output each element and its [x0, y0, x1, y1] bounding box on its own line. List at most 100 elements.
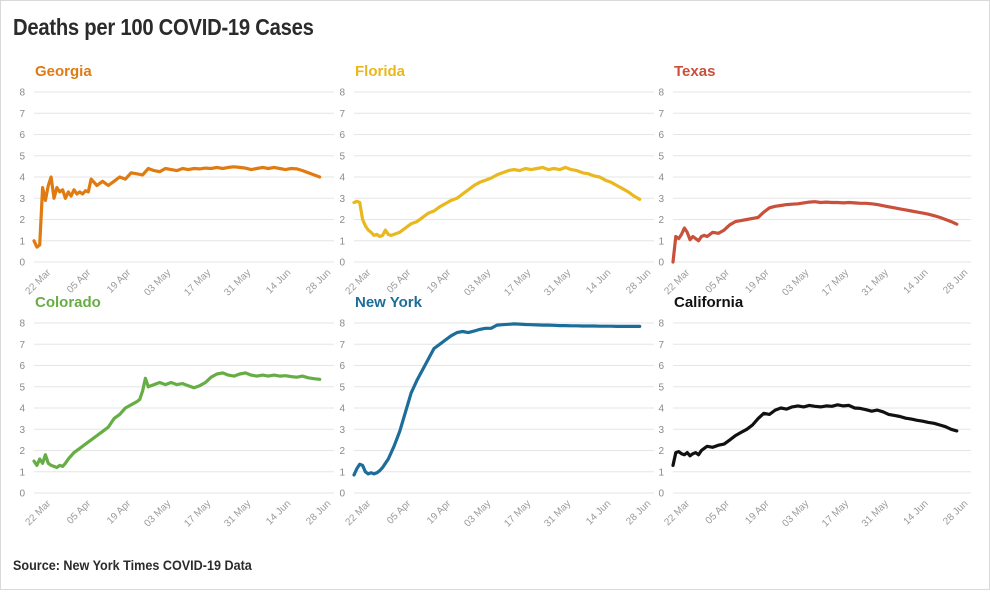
y-tick-label-georgia-7: 7 [19, 109, 25, 120]
x-tick-label-texas-19-apr: 19 Apr [743, 267, 772, 296]
y-tick-label-florida-2: 2 [339, 215, 345, 226]
x-tick-label-texas-22-mar: 22 Mar [662, 267, 692, 297]
y-tick-label-texas-4: 4 [658, 173, 664, 184]
y-tick-label-california-6: 6 [658, 361, 664, 372]
y-tick-label-new-york-2: 2 [339, 446, 345, 457]
y-tick-label-colorado-6: 6 [19, 361, 25, 372]
series-line-colorado [32, 371, 322, 470]
x-tick-label-georgia-28-jun: 28 Jun [304, 267, 333, 296]
x-tick-label-colorado-22-mar: 22 Mar [23, 498, 53, 528]
panel-colorado: Colorado 0 1 2 3 4 5 6 7 8 22 Mar 05 Apr 19 Apr 03 Ma… [19, 294, 334, 529]
x-tick-label-texas-31-may: 31 May [860, 267, 891, 298]
y-tick-label-california-3: 3 [658, 425, 664, 436]
x-tick-label-georgia-05-apr: 05 Apr [65, 267, 94, 296]
x-tick-label-texas-28-jun: 28 Jun [941, 267, 970, 296]
panel-title-new-york: New York [355, 294, 423, 311]
y-tick-label-florida-1: 1 [339, 236, 345, 247]
y-tick-label-new-york-3: 3 [339, 425, 345, 436]
x-tick-label-texas-17-may: 17 May [820, 267, 851, 298]
x-tick-label-new-york-17-may: 17 May [502, 498, 533, 529]
x-tick-label-new-york-31-may: 31 May [542, 498, 573, 529]
series-line-georgia [32, 165, 322, 249]
x-tick-label-new-york-14-jun: 14 Jun [584, 498, 613, 527]
panel-new-york: New York 0 1 2 3 4 5 6 7 8 22 Mar 05 Apr 19 Apr 03 Ma… [339, 294, 654, 529]
y-tick-label-georgia-2: 2 [19, 215, 25, 226]
y-tick-label-california-5: 5 [658, 382, 664, 393]
x-tick-label-colorado-05-apr: 05 Apr [65, 498, 94, 527]
y-tick-label-texas-5: 5 [658, 151, 664, 162]
x-tick-label-florida-03-may: 03 May [462, 267, 493, 298]
series-line-texas [671, 200, 959, 264]
y-tick-label-texas-8: 8 [658, 88, 664, 99]
y-tick-label-california-7: 7 [658, 340, 664, 351]
x-tick-label-florida-05-apr: 05 Apr [385, 267, 414, 296]
y-tick-label-california-8: 8 [658, 319, 664, 330]
x-tick-label-new-york-28-jun: 28 Jun [624, 498, 653, 527]
y-tick-label-georgia-3: 3 [19, 194, 25, 205]
y-tick-label-florida-5: 5 [339, 151, 345, 162]
y-tick-label-florida-8: 8 [339, 88, 345, 99]
x-tick-label-california-19-apr: 19 Apr [743, 498, 772, 527]
panel-title-georgia: Georgia [35, 63, 92, 80]
y-tick-label-new-york-1: 1 [339, 467, 345, 478]
y-tick-label-colorado-2: 2 [19, 446, 25, 457]
x-tick-label-colorado-17-may: 17 May [182, 498, 213, 529]
x-tick-label-colorado-19-apr: 19 Apr [105, 498, 134, 527]
y-tick-label-new-york-4: 4 [339, 404, 345, 415]
x-tick-label-california-03-may: 03 May [780, 498, 811, 529]
x-tick-label-california-31-may: 31 May [860, 498, 891, 529]
y-tick-label-california-1: 1 [658, 467, 664, 478]
chart-frame [0, 0, 990, 590]
y-tick-label-colorado-0: 0 [19, 489, 25, 500]
y-tick-label-georgia-8: 8 [19, 88, 25, 99]
panel-georgia: Georgia 0 1 2 3 4 5 6 7 8 22 Mar 05 Apr 19 Apr 03 May… [19, 63, 334, 298]
x-tick-label-texas-14-jun: 14 Jun [902, 267, 931, 296]
y-tick-label-new-york-6: 6 [339, 361, 345, 372]
x-tick-label-new-york-22-mar: 22 Mar [343, 498, 373, 528]
y-tick-label-texas-6: 6 [658, 130, 664, 141]
x-tick-label-colorado-14-jun: 14 Jun [264, 498, 293, 527]
x-tick-label-georgia-14-jun: 14 Jun [264, 267, 293, 296]
series-line-california [671, 403, 959, 467]
y-tick-label-colorado-5: 5 [19, 382, 25, 393]
y-tick-label-georgia-6: 6 [19, 130, 25, 141]
x-tick-label-georgia-03-may: 03 May [142, 267, 173, 298]
x-tick-label-georgia-19-apr: 19 Apr [105, 267, 134, 296]
panel-title-texas: Texas [674, 63, 715, 80]
panel-title-california: California [674, 294, 744, 311]
x-tick-label-colorado-28-jun: 28 Jun [304, 498, 333, 527]
y-tick-label-georgia-4: 4 [19, 173, 25, 184]
y-tick-label-new-york-0: 0 [339, 489, 345, 500]
x-tick-label-texas-03-may: 03 May [780, 267, 811, 298]
x-tick-label-georgia-31-may: 31 May [222, 267, 253, 298]
y-tick-label-colorado-1: 1 [19, 467, 25, 478]
x-tick-label-new-york-03-may: 03 May [462, 498, 493, 529]
y-tick-label-new-york-7: 7 [339, 340, 345, 351]
x-tick-label-new-york-05-apr: 05 Apr [385, 498, 414, 527]
y-tick-label-texas-0: 0 [658, 258, 664, 269]
y-tick-label-florida-4: 4 [339, 173, 345, 184]
x-tick-label-california-17-may: 17 May [820, 498, 851, 529]
y-tick-label-california-0: 0 [658, 489, 664, 500]
y-tick-label-california-2: 2 [658, 446, 664, 457]
y-tick-label-colorado-3: 3 [19, 425, 25, 436]
series-line-new-york [352, 322, 642, 477]
page-title: Deaths per 100 COVID-19 Cases [13, 14, 314, 40]
y-tick-label-new-york-5: 5 [339, 382, 345, 393]
y-tick-label-california-4: 4 [658, 404, 664, 415]
y-tick-label-georgia-1: 1 [19, 236, 25, 247]
x-tick-label-georgia-17-may: 17 May [182, 267, 213, 298]
panel-title-florida: Florida [355, 63, 406, 80]
x-tick-label-california-28-jun: 28 Jun [941, 498, 970, 527]
x-tick-label-florida-28-jun: 28 Jun [624, 267, 653, 296]
source-note: Source: New York Times COVID-19 Data [13, 557, 252, 573]
y-tick-label-texas-2: 2 [658, 215, 664, 226]
x-tick-label-florida-17-may: 17 May [502, 267, 533, 298]
x-tick-label-california-14-jun: 14 Jun [902, 498, 931, 527]
y-tick-label-texas-3: 3 [658, 194, 664, 205]
x-tick-label-california-22-mar: 22 Mar [662, 498, 692, 528]
x-tick-label-texas-05-apr: 05 Apr [704, 267, 733, 296]
y-tick-label-florida-7: 7 [339, 109, 345, 120]
x-tick-label-california-05-apr: 05 Apr [704, 498, 733, 527]
